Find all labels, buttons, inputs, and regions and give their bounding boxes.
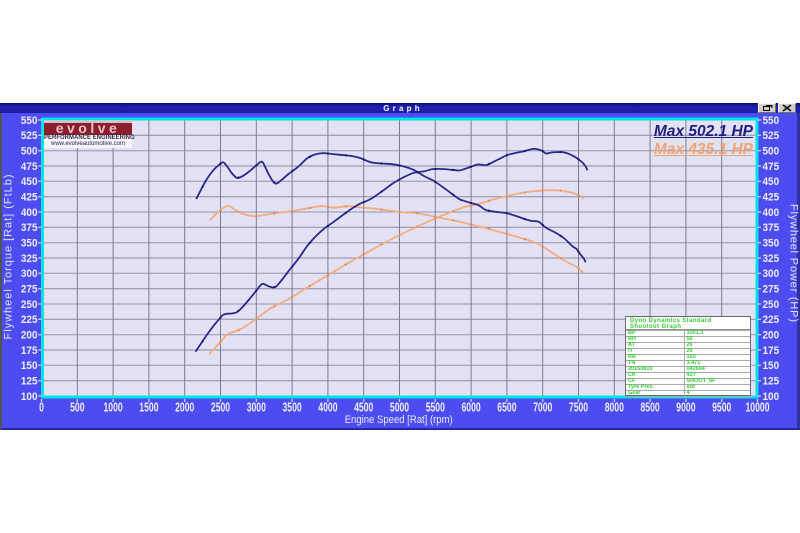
svg-text:Flywheel Power (HP): Flywheel Power (HP) <box>788 204 800 322</box>
svg-text:500: 500 <box>70 399 84 414</box>
svg-text:3500: 3500 <box>283 399 302 414</box>
svg-text:425: 425 <box>21 192 38 204</box>
svg-text:5000: 5000 <box>390 399 409 414</box>
svg-text:9500: 9500 <box>712 399 731 414</box>
svg-text:150: 150 <box>763 360 780 372</box>
svg-text:4500: 4500 <box>354 399 373 414</box>
svg-text:100: 100 <box>21 391 38 403</box>
svg-text:200: 200 <box>21 330 38 342</box>
svg-text:525: 525 <box>763 130 780 142</box>
svg-text:0: 0 <box>39 399 44 414</box>
svg-text:225: 225 <box>21 314 38 326</box>
svg-text:350: 350 <box>763 238 780 250</box>
svg-text:175: 175 <box>21 345 38 357</box>
svg-text:400: 400 <box>21 207 38 219</box>
svg-text:300: 300 <box>21 268 38 280</box>
svg-text:175: 175 <box>763 345 780 357</box>
svg-text:475: 475 <box>21 161 38 173</box>
svg-text:2500: 2500 <box>211 399 230 414</box>
svg-text:200: 200 <box>763 330 780 342</box>
svg-text:100: 100 <box>763 391 780 403</box>
svg-text:450: 450 <box>763 176 780 188</box>
svg-text:3000: 3000 <box>247 399 266 414</box>
svg-text:225: 225 <box>763 314 780 326</box>
svg-text:8500: 8500 <box>641 399 660 414</box>
svg-text:10000: 10000 <box>746 399 770 414</box>
svg-text:525: 525 <box>21 130 38 142</box>
svg-text:475: 475 <box>763 161 780 173</box>
svg-text:275: 275 <box>763 284 780 296</box>
svg-text:2000: 2000 <box>175 399 194 414</box>
svg-text:300: 300 <box>763 268 780 280</box>
svg-text:4000: 4000 <box>318 399 337 414</box>
svg-text:325: 325 <box>21 253 38 265</box>
svg-text:550: 550 <box>763 115 780 127</box>
svg-text:7500: 7500 <box>569 399 588 414</box>
svg-text:1500: 1500 <box>139 399 158 414</box>
svg-text:9000: 9000 <box>676 399 695 414</box>
svg-text:5500: 5500 <box>426 399 445 414</box>
svg-text:250: 250 <box>763 299 780 311</box>
svg-text:6000: 6000 <box>462 399 481 414</box>
svg-text:6500: 6500 <box>497 399 516 414</box>
svg-text:500: 500 <box>21 146 38 158</box>
svg-text:7000: 7000 <box>533 399 552 414</box>
svg-text:125: 125 <box>21 376 38 388</box>
svg-text:500: 500 <box>763 146 780 158</box>
svg-text:400: 400 <box>763 207 780 219</box>
svg-text:450: 450 <box>21 176 38 188</box>
svg-text:Flywheel Torque [Rat] (FtLb): Flywheel Torque [Rat] (FtLb) <box>3 175 15 340</box>
svg-text:375: 375 <box>21 222 38 234</box>
svg-text:Engine Speed [Rat] (rpm): Engine Speed [Rat] (rpm) <box>345 414 453 426</box>
svg-text:350: 350 <box>21 238 38 250</box>
svg-text:1000: 1000 <box>104 399 123 414</box>
svg-text:325: 325 <box>763 253 780 265</box>
svg-text:250: 250 <box>21 299 38 311</box>
svg-text:125: 125 <box>763 376 780 388</box>
svg-text:150: 150 <box>21 360 38 372</box>
svg-text:8000: 8000 <box>605 399 624 414</box>
svg-text:425: 425 <box>763 192 780 204</box>
svg-text:375: 375 <box>763 222 780 234</box>
svg-text:275: 275 <box>21 284 38 296</box>
svg-text:550: 550 <box>21 115 38 127</box>
